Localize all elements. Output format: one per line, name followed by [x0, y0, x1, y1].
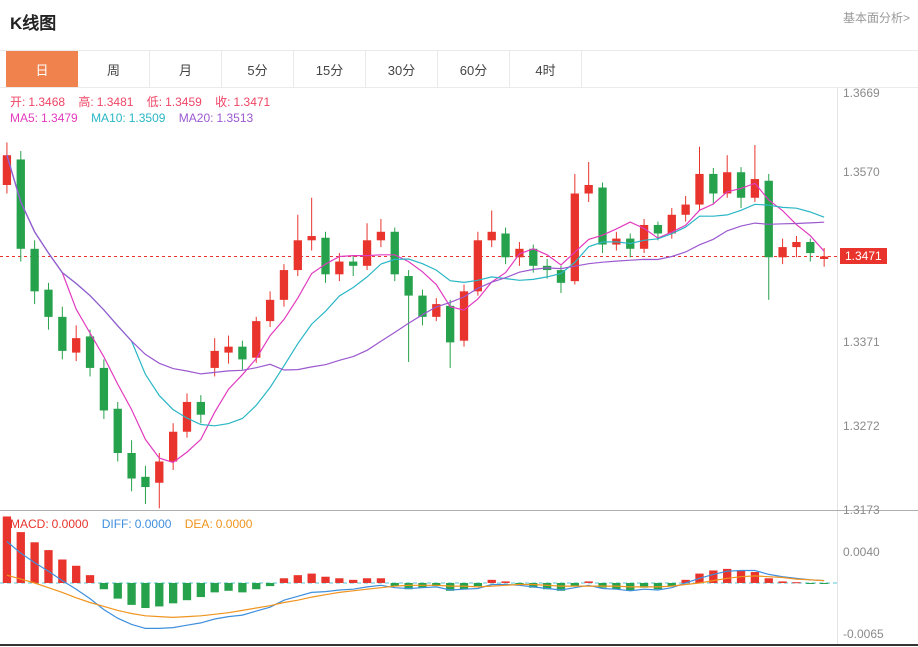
legend-high-label: 高: — [78, 95, 94, 109]
ohlc-legend: 开: 1.3468 高: 1.3481 低: 1.3459 收: 1.3471 — [10, 93, 280, 110]
legend-ma10-label: MA10: — [91, 111, 126, 125]
macd-legend: MACD: 0.0000 DIFF: 0.0000 DEA: 0.0000 — [10, 517, 262, 531]
legend-ma5-value: 1.3479 — [41, 111, 78, 125]
fundamental-analysis-link[interactable]: 基本面分析> — [842, 11, 910, 25]
legend-ma20-label: MA20: — [178, 111, 214, 125]
axis-tick-label: 1.3272 — [843, 418, 880, 433]
legend-low: 低: 1.3459 — [147, 95, 202, 109]
legend-ma10-value: 1.3509 — [128, 111, 166, 125]
interval-tabs: 日 周 月 5分 15分 30分 60分 4时 — [0, 50, 918, 88]
legend-open-value: 1.3468 — [28, 95, 66, 109]
tab-4hour[interactable]: 4时 — [510, 51, 582, 87]
page-title: K线图 — [10, 14, 57, 33]
price-chart — [0, 88, 838, 510]
tab-60min[interactable]: 60分 — [438, 51, 510, 87]
legend-low-value: 1.3459 — [165, 95, 202, 109]
axis-tick-label: 1.3570 — [843, 165, 880, 180]
legend-low-label: 低: — [146, 95, 163, 109]
legend-ma10: MA10: 1.3509 — [91, 111, 165, 125]
current-price-tag: 1.3471 — [840, 248, 887, 265]
legend-macd-label: MACD: — [10, 517, 49, 531]
tab-30min[interactable]: 30分 — [366, 51, 438, 87]
tab-15min[interactable]: 15分 — [294, 51, 366, 87]
legend-close: 收: 1.3471 — [215, 95, 270, 109]
legend-ma5: MA5: 1.3479 — [10, 111, 78, 125]
tab-5min[interactable]: 5分 — [222, 51, 294, 87]
legend-dea-pair: DEA: 0.0000 — [185, 517, 253, 531]
axis-tick-label: 1.3371 — [843, 334, 880, 349]
legend-dea-value: 0.0000 — [215, 517, 253, 531]
axis-tick-label: 1.3173 — [843, 503, 880, 517]
legend-close-value: 1.3471 — [233, 95, 271, 109]
axis-tick-label: 1.3669 — [843, 86, 880, 100]
axis-tick-label: -0.0065 — [843, 626, 884, 641]
legend-open: 开: 1.3468 — [10, 95, 65, 109]
legend-diff-label: DIFF: — [101, 517, 132, 531]
ma-legend: MA5: 1.3479 MA10: 1.3509 MA20: 1.3513 — [10, 111, 263, 125]
legend-ma20: MA20: 1.3513 — [179, 111, 253, 125]
legend-high-value: 1.3481 — [96, 95, 134, 109]
macd-chart — [0, 511, 838, 644]
legend-dea-label: DEA: — [184, 517, 213, 531]
legend-ma5-label: MA5: — [10, 111, 39, 125]
legend-diff-value: 0.0000 — [134, 517, 172, 531]
legend-high: 高: 1.3481 — [78, 95, 133, 109]
legend-macd-value: 0.0000 — [51, 517, 89, 531]
tab-day[interactable]: 日 — [6, 51, 78, 87]
legend-diff-pair: DIFF: 0.0000 — [102, 517, 172, 531]
legend-macd-value-pair: MACD: 0.0000 — [10, 517, 88, 531]
tab-week[interactable]: 周 — [78, 51, 150, 87]
legend-ma20-value: 1.3513 — [216, 111, 254, 125]
tab-month[interactable]: 月 — [150, 51, 222, 87]
axis-tick-label: 0.0040 — [843, 544, 880, 559]
legend-close-label: 收: — [215, 95, 231, 109]
legend-open-label: 开: — [10, 95, 26, 109]
bottom-border — [0, 644, 918, 646]
panel-divider — [0, 510, 918, 511]
